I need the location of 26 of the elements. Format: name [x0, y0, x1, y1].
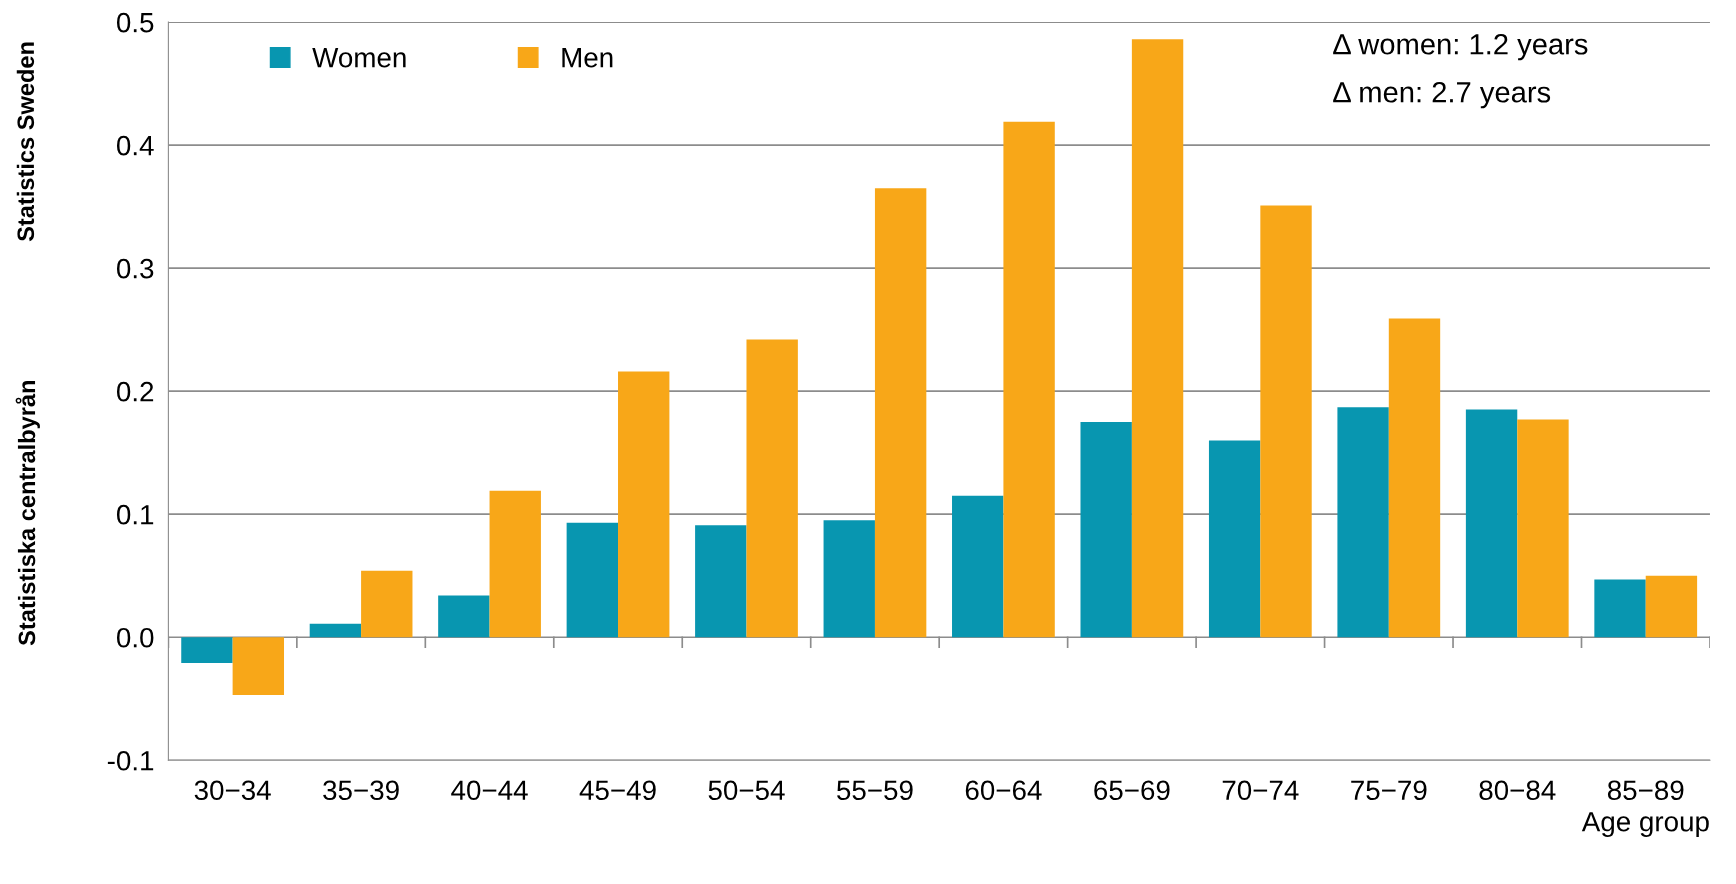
y-tick-label: -0.1 — [107, 750, 154, 771]
annotation: Δ women: 1.2 years — [1333, 33, 1588, 61]
text: Statistics Sweden — [16, 42, 35, 242]
x-tick-label: 35−39 — [323, 780, 399, 801]
x-tick-label: 45−49 — [579, 780, 656, 801]
x-axis-title: Age group — [1581, 812, 1709, 838]
x-tick-label: 85−89 — [1607, 780, 1684, 801]
y-tick-label: 0.1 — [116, 504, 154, 525]
x-tick-label: 60−64 — [965, 780, 1042, 801]
annotation: Δ men: 2.7 years — [1333, 81, 1551, 109]
x-tick-label: 55−59 — [837, 780, 913, 801]
y-tick-label: 0.4 — [116, 135, 154, 156]
y-tick-label: 0.3 — [116, 258, 154, 279]
legend-label: Women — [312, 48, 406, 68]
y-tick-label: 0.5 — [116, 12, 154, 33]
x-tick-label: 80−84 — [1479, 780, 1556, 801]
x-tick-label: 30−34 — [194, 780, 271, 801]
x-tick-label: 65−69 — [1094, 780, 1170, 801]
x-tick-label: 70−74 — [1222, 780, 1299, 801]
x-tick-label: 75−79 — [1351, 780, 1427, 801]
y-tick-label: 0.0 — [116, 627, 154, 648]
text: Statistiska centralbyrån — [15, 380, 40, 646]
x-tick-label: 40−44 — [451, 780, 528, 801]
x-tick-label: 50−54 — [708, 780, 785, 801]
legend-label: Men — [562, 48, 613, 68]
y-tick-label: 0.2 — [116, 381, 154, 402]
